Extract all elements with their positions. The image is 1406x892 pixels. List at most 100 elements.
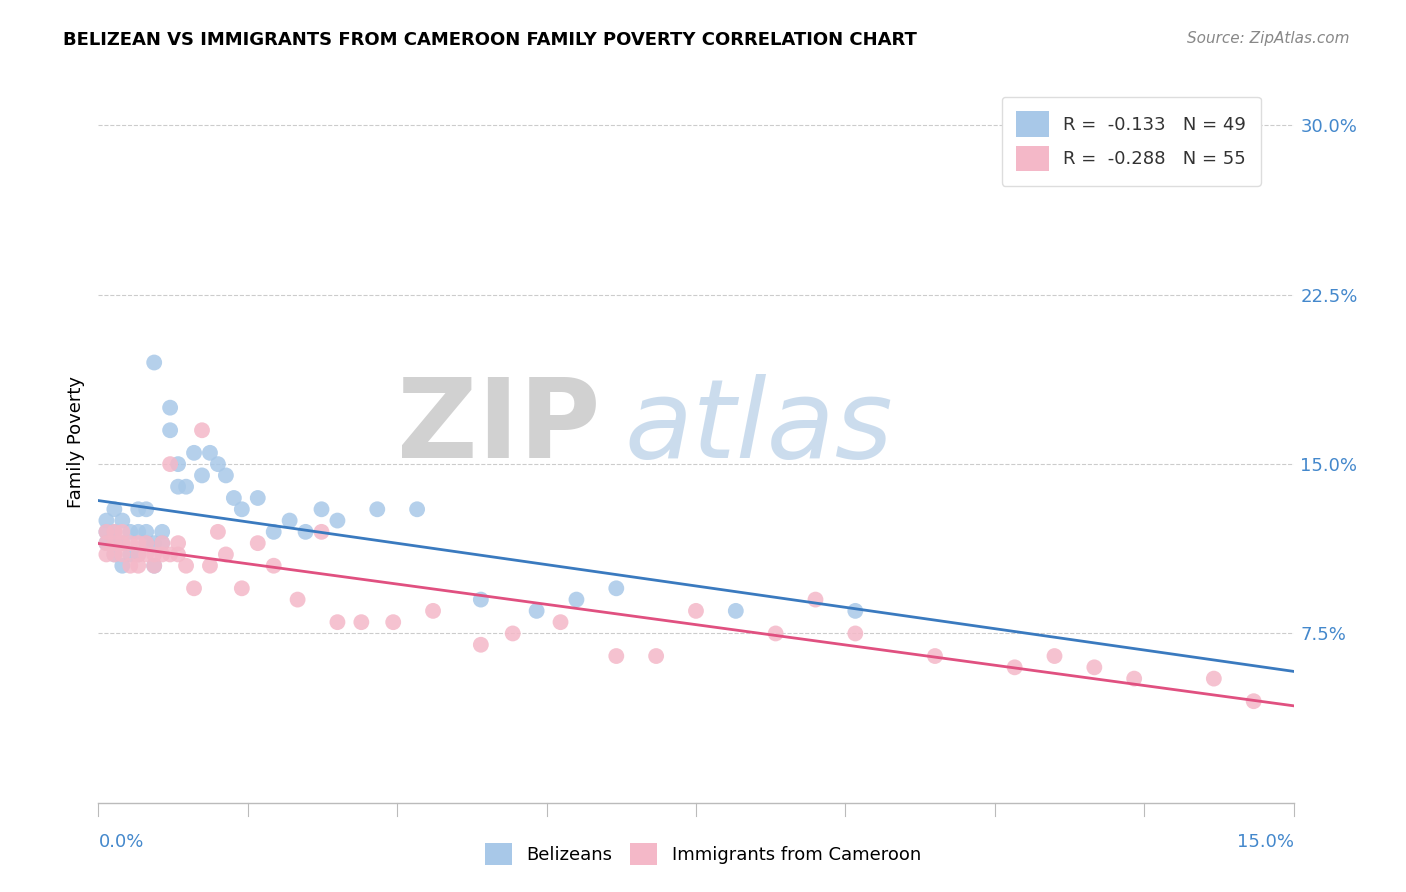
- Point: [263, 558, 285, 573]
- Point: [143, 548, 166, 562]
- Point: [526, 604, 548, 618]
- Point: [246, 536, 269, 550]
- Point: [198, 558, 221, 573]
- Point: [174, 558, 197, 573]
- Point: [103, 524, 125, 539]
- Point: [207, 524, 229, 539]
- Text: 15.0%: 15.0%: [1236, 833, 1294, 851]
- Text: ZIP: ZIP: [396, 374, 600, 481]
- Point: [844, 604, 866, 618]
- Point: [127, 548, 149, 562]
- Point: [183, 582, 205, 596]
- Point: [278, 514, 301, 528]
- Point: [111, 536, 134, 550]
- Point: [167, 536, 190, 550]
- Point: [724, 604, 747, 618]
- Point: [191, 423, 214, 437]
- Point: [382, 615, 405, 630]
- Legend: R =  -0.133   N = 49, R =  -0.288   N = 55: R = -0.133 N = 49, R = -0.288 N = 55: [1002, 96, 1261, 186]
- Point: [150, 536, 173, 550]
- Point: [150, 524, 173, 539]
- Text: 0.0%: 0.0%: [98, 833, 143, 851]
- Point: [287, 592, 309, 607]
- Text: BELIZEAN VS IMMIGRANTS FROM CAMEROON FAMILY POVERTY CORRELATION CHART: BELIZEAN VS IMMIGRANTS FROM CAMEROON FAM…: [63, 31, 917, 49]
- Point: [167, 457, 190, 471]
- Point: [159, 423, 181, 437]
- Point: [143, 558, 166, 573]
- Text: Source: ZipAtlas.com: Source: ZipAtlas.com: [1187, 31, 1350, 46]
- Point: [804, 592, 827, 607]
- Point: [645, 648, 668, 663]
- Point: [103, 536, 125, 550]
- Point: [350, 615, 373, 630]
- Point: [231, 582, 253, 596]
- Point: [222, 491, 245, 505]
- Point: [167, 480, 190, 494]
- Point: [135, 502, 157, 516]
- Point: [103, 536, 125, 550]
- Point: [183, 446, 205, 460]
- Point: [159, 401, 181, 415]
- Point: [605, 648, 627, 663]
- Point: [120, 558, 142, 573]
- Point: [1243, 694, 1265, 708]
- Point: [502, 626, 524, 640]
- Point: [96, 524, 118, 539]
- Point: [135, 524, 157, 539]
- Point: [470, 592, 492, 607]
- Legend: Belizeans, Immigrants from Cameroon: Belizeans, Immigrants from Cameroon: [478, 836, 928, 872]
- Point: [366, 502, 388, 516]
- Point: [111, 558, 134, 573]
- Point: [1083, 660, 1105, 674]
- Point: [159, 548, 181, 562]
- Point: [143, 558, 166, 573]
- Point: [103, 548, 125, 562]
- Point: [215, 468, 238, 483]
- Point: [263, 524, 285, 539]
- Point: [96, 536, 118, 550]
- Point: [103, 524, 125, 539]
- Point: [111, 514, 134, 528]
- Point: [1043, 648, 1066, 663]
- Point: [550, 615, 572, 630]
- Point: [150, 536, 173, 550]
- Point: [96, 514, 118, 528]
- Point: [127, 536, 149, 550]
- Text: atlas: atlas: [624, 374, 893, 481]
- Point: [111, 548, 134, 562]
- Point: [470, 638, 492, 652]
- Point: [127, 524, 149, 539]
- Point: [167, 548, 190, 562]
- Point: [294, 524, 316, 539]
- Point: [103, 502, 125, 516]
- Point: [231, 502, 253, 516]
- Point: [127, 502, 149, 516]
- Point: [143, 355, 166, 369]
- Point: [111, 524, 134, 539]
- Point: [174, 480, 197, 494]
- Point: [326, 514, 349, 528]
- Point: [111, 536, 134, 550]
- Point: [120, 536, 142, 550]
- Point: [565, 592, 588, 607]
- Point: [135, 536, 157, 550]
- Point: [135, 536, 157, 550]
- Point: [103, 548, 125, 562]
- Point: [311, 502, 333, 516]
- Point: [406, 502, 429, 516]
- Point: [96, 536, 118, 550]
- Point: [127, 558, 149, 573]
- Point: [150, 548, 173, 562]
- Point: [135, 548, 157, 562]
- Point: [198, 446, 221, 460]
- Point: [1123, 672, 1146, 686]
- Point: [685, 604, 707, 618]
- Point: [191, 468, 214, 483]
- Point: [207, 457, 229, 471]
- Point: [159, 457, 181, 471]
- Point: [605, 582, 627, 596]
- Point: [311, 524, 333, 539]
- Point: [120, 524, 142, 539]
- Point: [127, 548, 149, 562]
- Point: [96, 524, 118, 539]
